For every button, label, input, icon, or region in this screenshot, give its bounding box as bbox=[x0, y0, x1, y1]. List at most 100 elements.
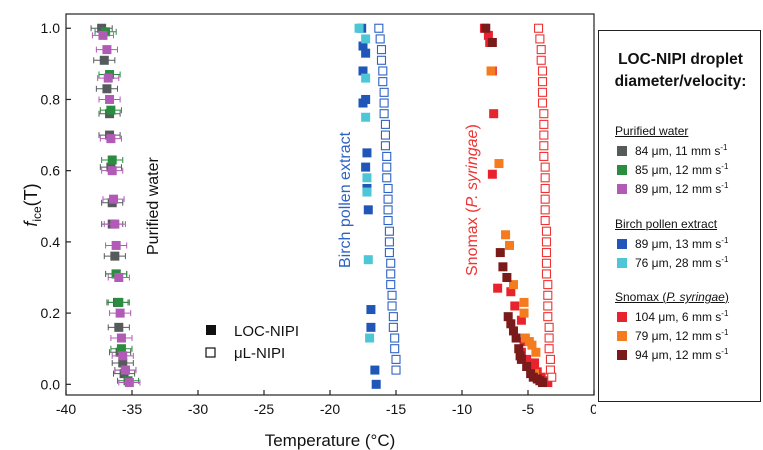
x-tick-label: -35 bbox=[122, 401, 142, 417]
data-point-open bbox=[537, 87, 548, 97]
legend-item-label: 94 μm, 12 mm s bbox=[635, 348, 722, 362]
data-point bbox=[366, 322, 376, 332]
data-point-open bbox=[379, 109, 389, 119]
data-point bbox=[114, 322, 124, 332]
data-point bbox=[531, 347, 541, 357]
data-point bbox=[501, 230, 511, 240]
data-point bbox=[109, 194, 119, 204]
x-tick-label: -15 bbox=[386, 401, 406, 417]
legend-item-birch-76: 76 μm, 28 mm s-1 bbox=[617, 255, 729, 270]
data-point-open bbox=[382, 173, 392, 183]
data-point-open bbox=[536, 55, 546, 65]
legend-group-snomax-end: ) bbox=[724, 290, 729, 304]
data-point bbox=[487, 169, 497, 179]
legend-swatch bbox=[617, 258, 627, 268]
y-tick-label: 0.6 bbox=[41, 163, 61, 179]
data-point-open bbox=[376, 55, 387, 65]
data-point-open bbox=[540, 183, 550, 194]
data-point bbox=[116, 344, 126, 354]
data-point bbox=[118, 358, 128, 368]
data-point bbox=[99, 55, 109, 65]
data-point bbox=[503, 312, 513, 322]
legend-group-purified-water: Purified water bbox=[615, 124, 689, 138]
data-point-open bbox=[388, 312, 398, 322]
series-4 bbox=[354, 23, 375, 343]
legend-item-unit-exp: -1 bbox=[721, 162, 729, 171]
legend-swatch bbox=[617, 312, 627, 322]
data-point-open bbox=[541, 269, 552, 279]
y-axis-title-f: f bbox=[21, 220, 41, 227]
series-7 bbox=[486, 66, 541, 379]
inner-legend: LOC-NIPI μL-NIPI bbox=[205, 323, 299, 362]
data-point bbox=[506, 319, 516, 329]
data-point-open bbox=[547, 372, 557, 382]
data-point bbox=[505, 240, 515, 250]
data-point-open bbox=[543, 280, 553, 290]
data-point bbox=[358, 41, 368, 51]
data-point-open bbox=[537, 98, 548, 108]
x-axis: -40 -35 -30 -25 -20 -15 -10 -5 0 bbox=[56, 390, 596, 417]
legend-item-label: 104 μm, 6 mm s bbox=[635, 310, 722, 324]
data-point bbox=[483, 30, 493, 40]
data-point bbox=[371, 379, 381, 389]
legend-item-water-85: 85 μm, 12 mm s-1 bbox=[617, 162, 729, 177]
legend-group-snomax: Snomax (P. syringae) bbox=[615, 290, 729, 304]
data-point bbox=[522, 362, 532, 372]
data-point bbox=[527, 340, 537, 350]
data-point-open bbox=[382, 151, 392, 161]
data-point bbox=[362, 187, 372, 197]
data-point bbox=[487, 37, 497, 47]
data-point bbox=[362, 148, 372, 158]
y-tick-label: 1.0 bbox=[41, 20, 61, 36]
data-point bbox=[103, 73, 113, 83]
data-point bbox=[120, 365, 130, 375]
data-point-open bbox=[536, 45, 546, 55]
data-point bbox=[538, 378, 548, 388]
data-point-open bbox=[386, 258, 396, 268]
data-point-open bbox=[391, 365, 401, 375]
data-point bbox=[495, 248, 505, 258]
data-point bbox=[111, 240, 121, 250]
legend-item-label: 89 μm, 13 mm s bbox=[635, 237, 722, 251]
data-point bbox=[481, 23, 491, 33]
legend-item-unit-exp: -1 bbox=[721, 255, 729, 264]
data-point-open bbox=[544, 333, 554, 343]
data-point bbox=[494, 159, 504, 169]
data-point bbox=[116, 333, 126, 343]
data-point bbox=[365, 333, 375, 343]
data-point bbox=[361, 34, 371, 44]
y-tick-label: 0.8 bbox=[41, 91, 61, 107]
legend-item-unit-exp: -1 bbox=[721, 236, 729, 245]
data-point bbox=[519, 297, 529, 307]
data-point bbox=[102, 84, 112, 94]
data-point bbox=[493, 283, 503, 293]
data-point-open bbox=[383, 194, 393, 204]
data-point-open bbox=[537, 66, 548, 76]
data-point-open bbox=[540, 205, 550, 215]
data-point-open bbox=[540, 194, 550, 204]
data-point bbox=[124, 378, 134, 388]
data-point bbox=[106, 105, 116, 115]
data-point bbox=[486, 66, 496, 76]
legend-item-label: 89 μm, 12 mm s bbox=[635, 182, 722, 196]
legend-swatch bbox=[617, 350, 627, 360]
legend-group-snomax-italic: P. syringae bbox=[666, 290, 725, 304]
data-point-open bbox=[545, 354, 555, 364]
data-point bbox=[107, 166, 117, 176]
data-point-open bbox=[539, 119, 549, 129]
data-point bbox=[110, 251, 120, 261]
annotation-snomax-italic: P. syringae bbox=[464, 129, 481, 207]
data-point-open bbox=[384, 248, 394, 258]
data-point bbox=[489, 109, 499, 119]
data-point-open bbox=[380, 119, 390, 129]
data-point bbox=[508, 326, 518, 336]
legend-swatch bbox=[617, 146, 627, 156]
x-tick-label: -20 bbox=[320, 401, 340, 417]
data-point-open bbox=[541, 226, 552, 236]
data-point bbox=[498, 262, 508, 272]
legend-item-label: 84 μm, 11 mm s bbox=[635, 144, 721, 158]
data-point bbox=[363, 205, 373, 215]
chart-marks bbox=[90, 23, 557, 389]
legend-group-snomax-plain: Snomax ( bbox=[615, 290, 667, 304]
data-point bbox=[363, 255, 373, 265]
